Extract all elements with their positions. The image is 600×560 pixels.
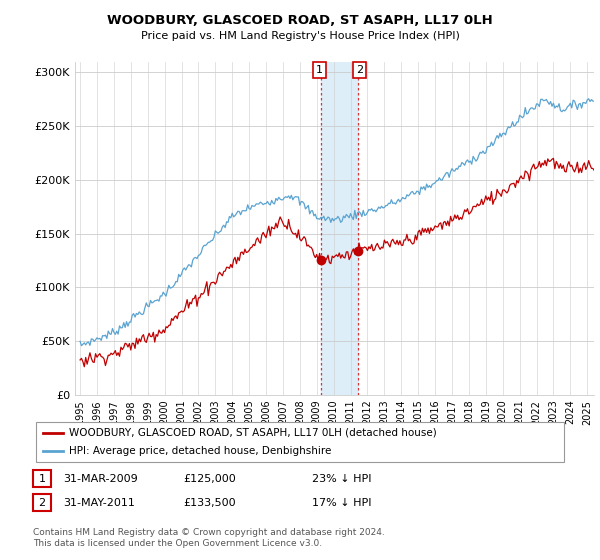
Text: 1: 1	[38, 474, 46, 484]
Text: 23% ↓ HPI: 23% ↓ HPI	[312, 474, 371, 484]
Text: HPI: Average price, detached house, Denbighshire: HPI: Average price, detached house, Denb…	[69, 446, 331, 456]
Text: 2: 2	[38, 498, 46, 508]
Bar	[321, 62, 358, 395]
Text: Contains HM Land Registry data © Crown copyright and database right 2024.
This d: Contains HM Land Registry data © Crown c…	[33, 528, 385, 548]
Text: WOODBURY, GLASCOED ROAD, ST ASAPH, LL17 0LH: WOODBURY, GLASCOED ROAD, ST ASAPH, LL17 …	[107, 14, 493, 27]
Text: WOODBURY, GLASCOED ROAD, ST ASAPH, LL17 0LH (detached house): WOODBURY, GLASCOED ROAD, ST ASAPH, LL17 …	[69, 428, 437, 438]
Text: 2: 2	[356, 65, 363, 75]
Text: 17% ↓ HPI: 17% ↓ HPI	[312, 498, 371, 508]
Text: 31-MAR-2009: 31-MAR-2009	[63, 474, 138, 484]
Text: Price paid vs. HM Land Registry's House Price Index (HPI): Price paid vs. HM Land Registry's House …	[140, 31, 460, 41]
Text: £125,000: £125,000	[183, 474, 236, 484]
Text: 31-MAY-2011: 31-MAY-2011	[63, 498, 135, 508]
Text: 1: 1	[316, 65, 323, 75]
Text: £133,500: £133,500	[183, 498, 236, 508]
